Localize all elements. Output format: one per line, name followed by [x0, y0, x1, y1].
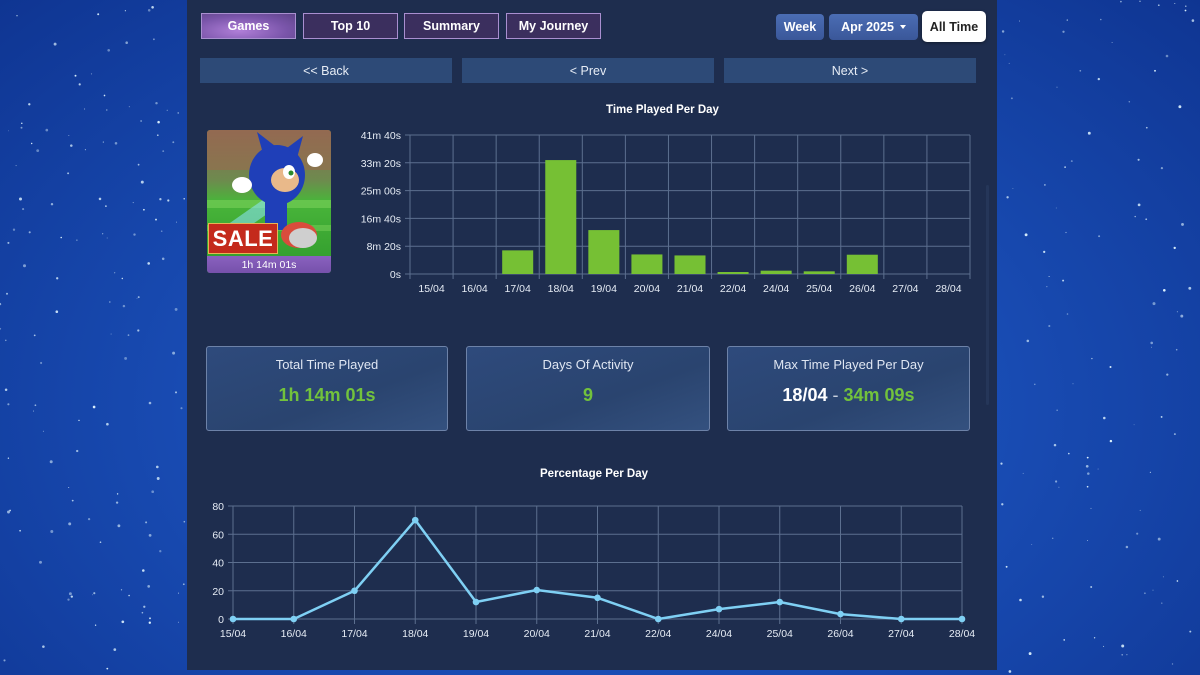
line-y-tick-label: 40 — [212, 558, 224, 570]
max-time-value: 18/04 - 34m 09s — [728, 385, 969, 406]
bar-x-tick-label: 24/04 — [763, 283, 789, 295]
week-button[interactable]: Week — [776, 14, 824, 40]
bar — [717, 271, 749, 274]
bar-x-tick-label: 28/04 — [935, 283, 961, 295]
all-time-button[interactable]: All Time — [922, 11, 986, 42]
line-x-tick-label: 18/04 — [402, 628, 428, 640]
scrollbar[interactable] — [986, 185, 989, 405]
prev-button[interactable]: < Prev — [462, 58, 714, 83]
tab-top-10[interactable]: Top 10 — [303, 13, 398, 39]
total-time-label: Total Time Played — [275, 357, 379, 372]
line-y-tick-label: 0 — [218, 614, 224, 626]
tab-summary[interactable]: Summary — [404, 13, 499, 39]
game-thumbnail[interactable]: SALE 1h 14m 01s — [207, 130, 331, 273]
bar-y-tick-label: 8m 20s — [367, 241, 401, 253]
bar-x-tick-label: 26/04 — [849, 283, 875, 295]
line-point — [776, 598, 784, 606]
line-x-tick-label: 20/04 — [524, 628, 550, 640]
bar-x-tick-label: 25/04 — [806, 283, 832, 295]
line-x-tick-label: 19/04 — [463, 628, 489, 640]
bar-x-tick-label: 21/04 — [677, 283, 703, 295]
line-chart-title: Percentage Per Day — [540, 468, 649, 480]
line-point — [654, 615, 662, 623]
game-playtime-label: 1h 14m 01s — [207, 256, 331, 273]
bar-x-tick-label: 20/04 — [634, 283, 660, 295]
caret-down-icon — [899, 25, 906, 29]
tab-my-journey[interactable]: My Journey — [506, 13, 601, 39]
max-time-duration: 34m 09s — [843, 385, 915, 405]
line-x-tick-label: 16/04 — [281, 628, 307, 640]
time-played-bar-chart: 0s 8m 20s 16m 40s 25m 00s 33m 20s 41m 40s 15/0… — [361, 130, 971, 295]
total-time-card: Total Time Played 1h 14m 01s — [206, 346, 448, 431]
back-button[interactable]: << Back — [200, 58, 452, 83]
bar — [803, 271, 835, 274]
line-point — [715, 605, 723, 613]
bar — [846, 254, 878, 274]
month-dropdown-label: Apr 2025 — [841, 20, 894, 34]
bar-y-tick-label: 25m 00s — [361, 186, 401, 198]
month-dropdown[interactable]: Apr 2025 — [829, 14, 918, 40]
line-point — [411, 516, 419, 524]
sale-badge: SALE — [208, 223, 278, 254]
next-button[interactable]: Next > — [724, 58, 976, 83]
max-time-card: Max Time Played Per Day 18/04 - 34m 09s — [727, 346, 970, 431]
bar-y-tick-label: 41m 40s — [361, 130, 401, 142]
bar-x-tick-label: 19/04 — [591, 283, 617, 295]
bar — [588, 230, 620, 274]
line-point — [594, 594, 601, 602]
line-x-tick-label: 17/04 — [341, 628, 367, 640]
line-point — [351, 587, 358, 595]
stats-panel — [187, 0, 997, 670]
line-point — [229, 615, 237, 623]
line-point — [472, 598, 480, 606]
bar — [631, 254, 663, 274]
max-time-separator: - — [832, 385, 839, 405]
line-point — [897, 615, 905, 623]
line-x-tick-label: 22/04 — [645, 628, 671, 640]
bar-x-tick-label: 16/04 — [461, 283, 487, 295]
line-point — [533, 586, 541, 594]
line-x-tick-label: 15/04 — [220, 628, 246, 640]
max-time-date: 18/04 — [782, 385, 828, 405]
bar-x-tick-label: 27/04 — [892, 283, 918, 295]
bar-chart-title: Time Played Per Day — [606, 104, 719, 116]
line-y-tick-label: 80 — [212, 501, 224, 513]
line-x-tick-label: 27/04 — [888, 628, 914, 640]
days-activity-label: Days Of Activity — [542, 357, 634, 372]
bar — [760, 270, 792, 274]
days-activity-card: Days Of Activity 9 — [466, 346, 710, 431]
line-x-tick-label: 21/04 — [584, 628, 610, 640]
bar-y-tick-label: 16m 40s — [361, 213, 401, 225]
bar-x-tick-label: 15/04 — [418, 283, 444, 295]
max-time-label: Max Time Played Per Day — [773, 357, 924, 372]
line-x-tick-label: 26/04 — [827, 628, 853, 640]
line-point — [290, 615, 298, 623]
bar-y-tick-label: 0s — [390, 269, 401, 281]
line-x-tick-label: 25/04 — [767, 628, 793, 640]
total-time-value: 1h 14m 01s — [278, 385, 376, 405]
bar — [545, 160, 577, 274]
tab-games[interactable]: Games — [201, 13, 296, 39]
line-x-tick-label: 28/04 — [949, 628, 975, 640]
line-x-tick-label: 24/04 — [706, 628, 732, 640]
bar — [502, 250, 534, 274]
bar-y-tick-label: 33m 20s — [361, 158, 401, 170]
line-point — [958, 615, 966, 623]
line-y-tick-label: 20 — [212, 586, 224, 598]
bar-x-tick-label: 17/04 — [505, 283, 531, 295]
bar-x-tick-label: 22/04 — [720, 283, 746, 295]
bar-x-tick-label: 18/04 — [548, 283, 574, 295]
bar — [674, 255, 706, 274]
line-y-tick-label: 60 — [212, 529, 224, 541]
line-point — [837, 610, 844, 618]
percentage-line-chart: 0 20 40 60 80 15/04 16/04 17/04 18/04 19/04 20/04 2… — [212, 501, 975, 640]
days-activity-value: 9 — [582, 385, 593, 405]
